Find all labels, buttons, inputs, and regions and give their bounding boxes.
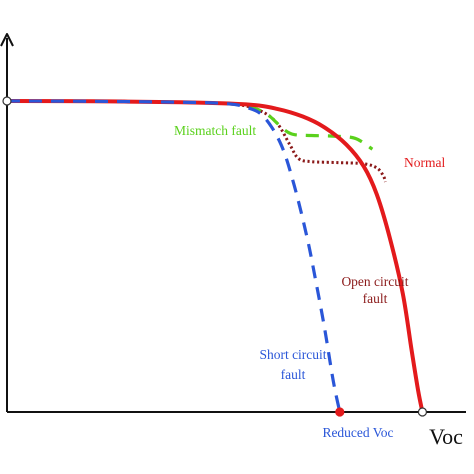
series-layer — [5, 99, 425, 414]
point-reduced-voc — [335, 407, 345, 417]
open-circuit-label-line2: fault — [363, 291, 388, 306]
series-line-normal — [5, 99, 425, 414]
series-line-open-circuit-fault — [6, 99, 387, 183]
short-circuit-label-line2: fault — [281, 367, 306, 382]
voc-label: Voc — [429, 424, 463, 449]
mismatch-fault-label: Mismatch fault — [174, 123, 256, 138]
y-axis-arrowhead — [0, 33, 14, 47]
reduced-voc-label: Reduced Voc — [322, 425, 393, 440]
point-isc — [2, 96, 12, 106]
series-line-short-circuit-fault — [6, 99, 342, 413]
short-circuit-label-line1: Short circuit — [259, 347, 326, 362]
axes — [0, 33, 466, 413]
annotation-labels: Mismatch fault Normal Open circuit fault… — [174, 123, 463, 449]
open-circuit-label-line1: Open circuit — [341, 274, 408, 289]
point-voc — [417, 407, 428, 417]
points-layer — [2, 96, 428, 417]
normal-label: Normal — [404, 155, 445, 170]
